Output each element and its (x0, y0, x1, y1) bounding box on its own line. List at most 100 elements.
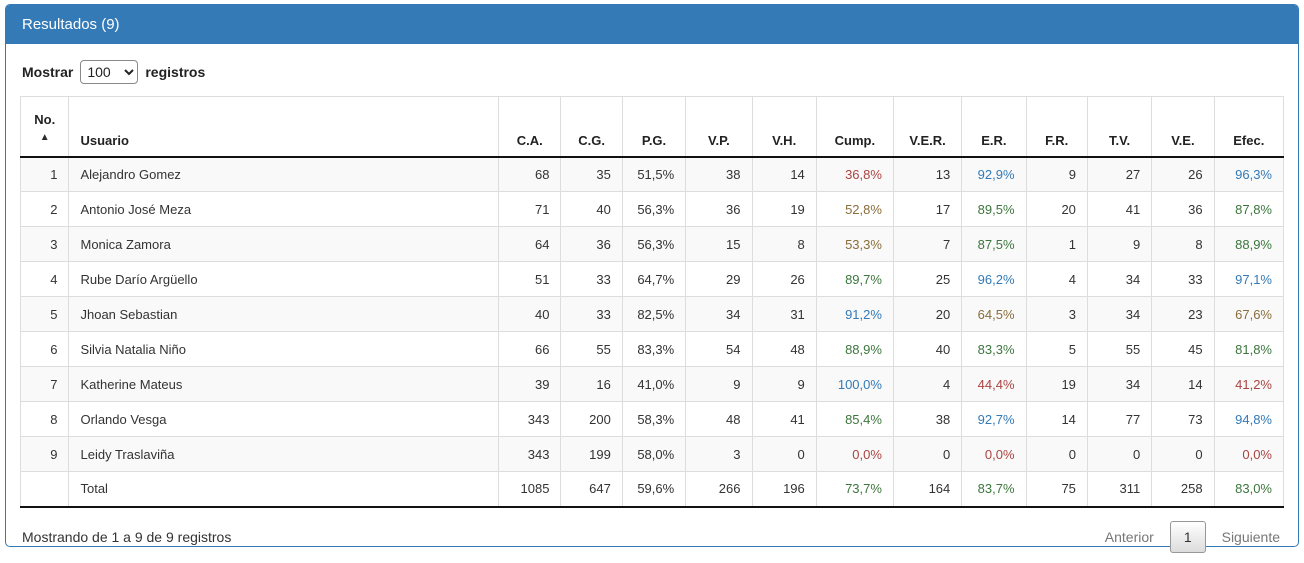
table-cell: 35 (560, 156, 623, 192)
table-cell: 0 (892, 436, 963, 472)
table-cell: 77 (1086, 401, 1153, 437)
table-cell: 33 (560, 261, 623, 297)
table-cell: 3 (19, 226, 70, 262)
table-cell: 343 (498, 401, 562, 437)
column-header[interactable]: T.V. (1086, 96, 1153, 158)
column-header-label: V.E.R. (909, 132, 946, 148)
table-cell: 81,8% (1213, 331, 1285, 367)
column-header[interactable]: Usuario (68, 96, 500, 158)
table-cell: 0 (751, 436, 817, 472)
table-cell: 3 (685, 436, 753, 472)
table-cell: 16 (560, 366, 623, 402)
table-cell: 92,9% (961, 156, 1027, 192)
table-cell: 34 (685, 296, 753, 332)
column-header[interactable]: V.E. (1151, 96, 1215, 158)
table-row: 3 Monica Zamora 64 36 56,3% 15 8 53,3% 7 87,5% 1 9 8… (19, 226, 1285, 262)
column-header[interactable]: V.H. (751, 96, 817, 158)
column-header[interactable]: C.G. (560, 96, 623, 158)
table-cell: 34 (1086, 296, 1153, 332)
table-cell: Alejandro Gomez (68, 156, 500, 192)
column-header[interactable]: P.G. (621, 96, 687, 158)
table-cell: 44,4% (961, 366, 1027, 402)
table-cell: 83,0% (1213, 471, 1285, 508)
table-cell: 53,3% (815, 226, 894, 262)
table-cell: Rube Darío Argüello (68, 261, 500, 297)
table-cell: Silvia Natalia Niño (68, 331, 500, 367)
column-header-label: F.R. (1045, 132, 1069, 148)
table-cell: Orlando Vesga (68, 401, 500, 437)
column-header[interactable]: V.P. (685, 96, 753, 158)
table-cell: 25 (892, 261, 963, 297)
table-cell: 0 (1025, 436, 1088, 472)
table-row: 6 Silvia Natalia Niño 66 55 83,3% 54 48 88,9% 40… (19, 331, 1285, 367)
table-cell: 48 (685, 401, 753, 437)
panel-title: Resultados (9) (6, 5, 1298, 44)
table-cell: 82,5% (621, 296, 687, 332)
column-header[interactable]: E.R. (961, 96, 1027, 158)
table-cell: 83,3% (621, 331, 687, 367)
table-cell: 75 (1025, 471, 1088, 508)
column-header-label: Efec. (1233, 132, 1265, 148)
table-cell: 1085 (498, 471, 562, 508)
table-cell: 100,0% (815, 366, 894, 402)
table-cell: 9 (751, 366, 817, 402)
column-header-label: C.G. (578, 132, 605, 148)
records-info: Mostrando de 1 a 9 de 9 registros (22, 528, 232, 545)
table-cell: 647 (560, 471, 623, 508)
table-cell (19, 471, 70, 508)
next-page-button[interactable]: Siguiente (1221, 528, 1280, 545)
table-cell: 311 (1086, 471, 1153, 508)
table-cell: 9 (1025, 156, 1088, 192)
table-cell: 36 (685, 191, 753, 227)
table-cell: 40 (560, 191, 623, 227)
pagination: Anterior 1 Siguiente (1104, 520, 1284, 553)
table-cell: 196 (751, 471, 817, 508)
table-cell: 89,7% (815, 261, 894, 297)
table-cell: 343 (498, 436, 562, 472)
table-cell: Jhoan Sebastian (68, 296, 500, 332)
current-page-button[interactable]: 1 (1169, 520, 1206, 553)
table-cell: 0 (1086, 436, 1153, 472)
table-header: No. ▲ Usuario C.A. C.G. P.G. V.P. V.H. Cump. V.E.… (19, 96, 1285, 158)
table-cell: 13 (892, 156, 963, 192)
column-header[interactable]: No. ▲ (19, 96, 70, 158)
table-cell: 5 (1025, 331, 1088, 367)
table-row: 1 Alejandro Gomez 68 35 51,5% 38 14 36,8% 13 92,9… (19, 156, 1285, 192)
table-cell: 8 (1151, 226, 1215, 262)
table-cell: 55 (560, 331, 623, 367)
table-cell: 27 (1086, 156, 1153, 192)
table-cell: 38 (892, 401, 963, 437)
table-cell: 19 (751, 191, 817, 227)
table-cell: 67,6% (1213, 296, 1285, 332)
column-header[interactable]: F.R. (1025, 96, 1088, 158)
table-cell: 87,8% (1213, 191, 1285, 227)
table-cell: 88,9% (815, 331, 894, 367)
table-cell: 4 (1025, 261, 1088, 297)
column-header[interactable]: Cump. (815, 96, 894, 158)
table-cell: 0,0% (1213, 436, 1285, 472)
column-header[interactable]: C.A. (498, 96, 562, 158)
table-cell: 14 (751, 156, 817, 192)
results-table: No. ▲ Usuario C.A. C.G. P.G. V.P. V.H. Cump. V.E.… (19, 96, 1285, 508)
column-header[interactable]: Efec. (1213, 96, 1285, 158)
table-cell: 83,7% (961, 471, 1027, 508)
table-cell: 4 (19, 261, 70, 297)
table-cell: 51 (498, 261, 562, 297)
sort-asc-icon: ▲ (39, 131, 50, 143)
column-header[interactable]: V.E.R. (892, 96, 963, 158)
table-cell: 0,0% (815, 436, 894, 472)
table-cell: 1 (19, 156, 70, 192)
total-row: Total 1085 647 59,6% 266 196 73,7% 164 83,7% 75 31… (19, 471, 1285, 508)
table-cell: 88,9% (1213, 226, 1285, 262)
table-cell: 96,2% (961, 261, 1027, 297)
table-cell: 64,7% (621, 261, 687, 297)
table-cell: 85,4% (815, 401, 894, 437)
previous-page-button[interactable]: Anterior (1104, 528, 1154, 545)
table-cell: 258 (1151, 471, 1215, 508)
table-cell: 34 (1086, 366, 1153, 402)
page-length-select[interactable]: 100 (80, 60, 139, 84)
column-header-label: Cump. (834, 132, 876, 148)
table-row: 7 Katherine Mateus 39 16 41,0% 9 9 100,0% 4 44,4%… (19, 366, 1285, 402)
table-cell: 34 (1086, 261, 1153, 297)
table-cell: 9 (19, 436, 70, 472)
